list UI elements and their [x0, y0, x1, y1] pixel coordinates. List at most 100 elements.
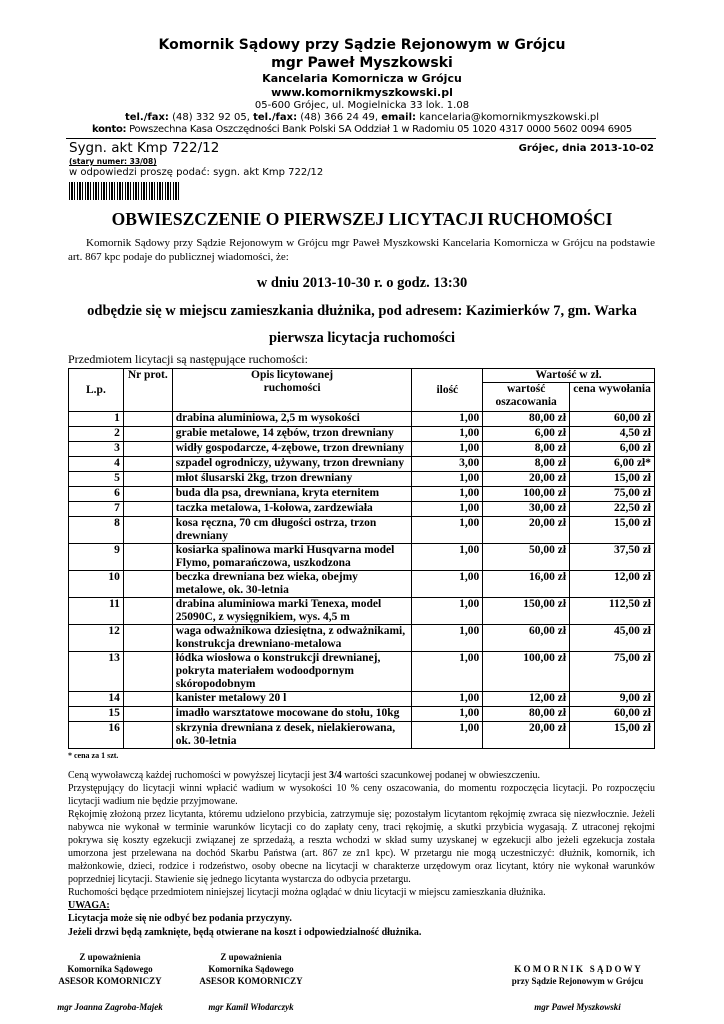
cell-cena: 112,50 zł: [569, 597, 655, 625]
email-link[interactable]: kancelaria@komornikmyszkowski.pl: [416, 112, 600, 123]
signatures: Z upoważnienia Komornika Sądowego ASESOR K…: [50, 951, 670, 1023]
website-link[interactable]: www.komornikmyszkowski.pl: [271, 86, 453, 99]
cell-nr: [122, 486, 173, 502]
cell-cena: 6,00 zł*: [569, 456, 655, 472]
cell-opis: drabina aluminiowa, 2,5 m wysokości: [171, 411, 413, 427]
header-nr: Nr prot.: [122, 368, 173, 412]
cell-lp: 8: [68, 516, 124, 544]
tel-label: tel./fax:: [253, 112, 298, 123]
cell-nr: [122, 441, 173, 457]
auction-type: pierwsza licytacja ruchomości: [268, 330, 456, 346]
terms-fraction: 3/4: [329, 770, 342, 781]
cell-nr: [122, 651, 173, 692]
cell-opis: łódka wiosłowa o konstrukcji drewnianej,…: [171, 651, 413, 692]
tel2: (48) 366 24 49,: [297, 112, 382, 123]
signature-1: Z upoważnienia Komornika Sądowego ASESOR K…: [50, 951, 170, 1013]
cell-lp: 5: [68, 471, 124, 487]
cell-wartosc: 60,00 zł: [482, 624, 571, 652]
sig-line: ASESOR KOMORNICZY: [199, 976, 303, 986]
address: 05-600 Grójec, ul. Mogielnicka 33 lok. 1…: [254, 100, 470, 111]
sig-name: mgr Paweł Myszkowski: [534, 1002, 621, 1012]
table-row: 5 młot ślusarski 2kg, trzon drewniany 1,00…: [68, 471, 655, 487]
intro-paragraph: Komornik Sądowy przy Sądzie Rejonowym w …: [68, 237, 655, 263]
email-label: email:: [381, 112, 417, 123]
table-row: 10 beczka drewniana bez wieka, obejmy met…: [68, 570, 655, 598]
cell-ilosc: 1,00: [411, 501, 484, 517]
cell-nr: [122, 570, 173, 598]
tel1: (48) 332 92 05,: [168, 112, 254, 123]
table-row: 8 kosa ręczna, 70 cm długości ostrza, trz…: [68, 516, 655, 544]
cell-lp: 14: [68, 691, 124, 707]
cell-nr: [122, 706, 173, 722]
terms-p1-text: Ceną wywoławczą każdej ruchomości w powy…: [68, 770, 330, 781]
auction-place: odbędzie się w miejscu zamieszkania dłuż…: [87, 303, 637, 319]
cell-opis: widły gospodarcze, 4-zębowe, trzon drewn…: [171, 441, 413, 457]
warning-1: Licytacja może się nie odbyć bez podania…: [68, 913, 292, 924]
table-row: 15 imadło warsztatowe mocowane do stołu, …: [68, 706, 655, 722]
cell-cena: 9,00 zł: [569, 691, 655, 707]
table-row: 7 taczka metalowa, 1-kołowa, zardzewiała 1…: [68, 501, 655, 517]
cell-lp: 13: [68, 651, 124, 692]
terms-p4: Ruchomości będące przedmiotem niniejszej…: [68, 887, 546, 898]
konto: Powszechna Kasa Oszczędności Bank Polski…: [126, 124, 632, 135]
cell-lp: 11: [68, 597, 124, 625]
cell-cena: 60,00 zł: [569, 411, 655, 427]
terms-p2: Przystępujący do licytacji winni wpłacić…: [68, 783, 655, 807]
sig-line: Komornika Sądowego: [208, 964, 294, 974]
header-opis: Opis licytowanej ruchomości: [171, 368, 413, 412]
cell-lp: 1: [68, 411, 124, 427]
cell-ilosc: 1,00: [411, 486, 484, 502]
cell-nr: [122, 426, 173, 442]
table-row: 16 skrzynia drewniana z desek, nielakiero…: [68, 721, 655, 749]
table-row: 2 grabie metalowe, 14 zębów, trzon drewni…: [68, 426, 655, 442]
signature-2: Z upoważnienia Komornika Sądowego ASESOR K…: [186, 951, 316, 1013]
cell-wartosc: 16,00 zł: [482, 570, 571, 598]
cell-wartosc: 80,00 zł: [482, 706, 571, 722]
sig-name: mgr Joanna Zagroba-Majek: [57, 1002, 163, 1012]
cell-opis: grabie metalowe, 14 zębów, trzon drewnia…: [171, 426, 413, 442]
cell-opis: beczka drewniana bez wieka, obejmy metal…: [171, 570, 413, 598]
konto-label: konto:: [92, 124, 127, 135]
table-row: 3 widły gospodarcze, 4-zębowe, trzon drew…: [68, 441, 655, 457]
cell-opis: młot ślusarski 2kg, trzon drewniany: [171, 471, 413, 487]
cell-cena: 15,00 zł: [569, 516, 655, 544]
office-name: Komornik Sądowy przy Sądzie Rejonowym w …: [158, 37, 566, 53]
cell-wartosc: 20,00 zł: [482, 516, 571, 544]
cell-cena: 15,00 zł: [569, 471, 655, 487]
cell-lp: 12: [68, 624, 124, 652]
cell-nr: [122, 501, 173, 517]
tel-label: tel./fax:: [124, 112, 169, 123]
cell-nr: [122, 471, 173, 487]
terms-p3: Rękojmię złożoną przez licytanta, którem…: [68, 809, 655, 885]
cell-opis: skrzynia drewniana z desek, nielakierowa…: [171, 721, 413, 749]
cell-lp: 6: [68, 486, 124, 502]
content-flow: Przedmiotem licytacji są następujące ruc…: [57, 352, 655, 1023]
contact-line: tel./fax: (48) 332 92 05, tel./fax: (48)…: [0, 112, 724, 124]
cell-ilosc: 1,00: [411, 543, 484, 571]
cell-ilosc: 1,00: [411, 691, 484, 707]
cell-cena: 12,00 zł: [569, 570, 655, 598]
sig-line: Z upoważnienia: [79, 952, 141, 962]
cell-nr: [122, 543, 173, 571]
cell-ilosc: 1,00: [411, 597, 484, 625]
cell-wartosc: 150,00 zł: [482, 597, 571, 625]
sig-line: ASESOR KOMORNICZY: [58, 976, 162, 986]
cell-wartosc: 30,00 zł: [482, 501, 571, 517]
cell-cena: 22,50 zł: [569, 501, 655, 517]
header-ilosc: ilość: [411, 368, 484, 412]
cell-cena: 37,50 zł: [569, 543, 655, 571]
cell-opis: kosa ręczna, 70 cm długości ostrza, trzo…: [171, 516, 413, 544]
items-table: L.p. Nr prot. Opis licytowanej ruchomośc…: [68, 368, 655, 749]
table-caption: Przedmiotem licytacji są następujące ruc…: [68, 352, 308, 366]
chancellery-name: Kancelaria Komornicza w Grójcu: [262, 72, 462, 85]
header-wartosc-group: Wartość w zł.: [482, 368, 655, 383]
case-number: Sygn. akt Kmp 722/12: [69, 140, 220, 156]
table-row: 9 kosiarka spalinowa marki Husqvarna mode…: [68, 543, 655, 571]
sig-name: mgr Kamil Włodarczyk: [208, 1002, 294, 1012]
header-cena: cena wywołania: [569, 382, 655, 412]
cell-nr: [122, 624, 173, 652]
document-date: Grójec, dnia 2013-10-02: [518, 143, 654, 154]
cell-ilosc: 1,00: [411, 516, 484, 544]
header-wartosc: wartość oszacowania: [482, 382, 571, 412]
table-row: 13 łódka wiosłowa o konstrukcji drewniane…: [68, 651, 655, 692]
